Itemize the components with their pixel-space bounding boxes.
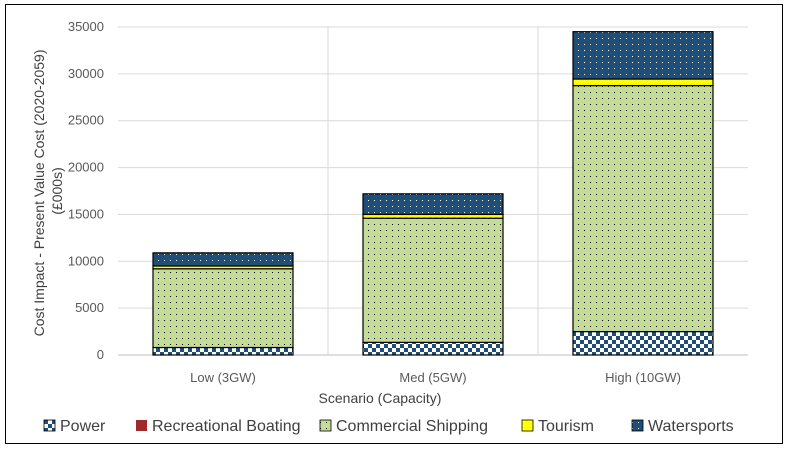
y-tick-label: 35000 — [68, 19, 104, 34]
x-tick-labels: Low (3GW) Med (5GW) High (10GW) — [190, 370, 681, 385]
legend-label-recreational-boating: Recreational Boating — [152, 418, 301, 435]
bar-watersports-low-3gw — [152, 252, 294, 267]
legend-label-watersports: Watersports — [648, 418, 734, 435]
bar-power-high-10gw — [572, 330, 714, 356]
bar-tourism-high-10gw — [572, 78, 714, 87]
y-tick-label: 5000 — [75, 300, 104, 315]
y-tick-label: 20000 — [68, 160, 104, 175]
legend: Power Recreational Boating Commercial Ship… — [43, 418, 734, 435]
y-tick-label: 30000 — [68, 66, 104, 81]
x-tick-label: Med (5GW) — [399, 370, 466, 385]
y-tick-labels: 0 5000 10000 15000 20000 25000 30000 35000 — [68, 19, 104, 362]
bar-power-low-3gw — [152, 346, 294, 356]
legend-swatch-commercial-shipping — [319, 419, 332, 432]
y-tick-label: 0 — [97, 347, 104, 362]
legend-swatch-recreational-boating — [136, 420, 147, 431]
y-axis-title: Cost Impact - Present Value Cost (2020-2… — [31, 46, 65, 337]
bar-watersports-med-5gw — [362, 193, 504, 216]
bars — [152, 31, 714, 356]
x-axis-title: Scenario (Capacity) — [319, 390, 442, 406]
category-separators — [327, 27, 539, 355]
bar-commercial-shipping-low-3gw — [152, 268, 294, 349]
legend-label-tourism: Tourism — [538, 418, 594, 435]
y-tick-label: 10000 — [68, 253, 104, 268]
x-tick-label: Low (3GW) — [190, 370, 256, 385]
bar-watersports-high-10gw — [572, 31, 714, 80]
x-tick-label: High (10GW) — [605, 370, 681, 385]
bar-power-med-5gw — [362, 341, 504, 356]
legend-swatch-power — [43, 419, 56, 432]
y-axis-title-line-1: Cost Impact - Present Value Cost (2020-2… — [31, 50, 47, 337]
bar-commercial-shipping-high-10gw — [572, 84, 714, 333]
legend-swatch-tourism — [521, 419, 534, 432]
legend-swatch-watersports — [631, 419, 644, 432]
bar-commercial-shipping-med-5gw — [362, 217, 504, 343]
legend-label-power: Power — [60, 418, 106, 435]
y-tick-label: 25000 — [68, 113, 104, 128]
y-axis-title-line-2: (£000s) — [49, 167, 65, 214]
legend-label-commercial-shipping: Commercial Shipping — [336, 418, 488, 435]
y-tick-label: 15000 — [68, 206, 104, 221]
